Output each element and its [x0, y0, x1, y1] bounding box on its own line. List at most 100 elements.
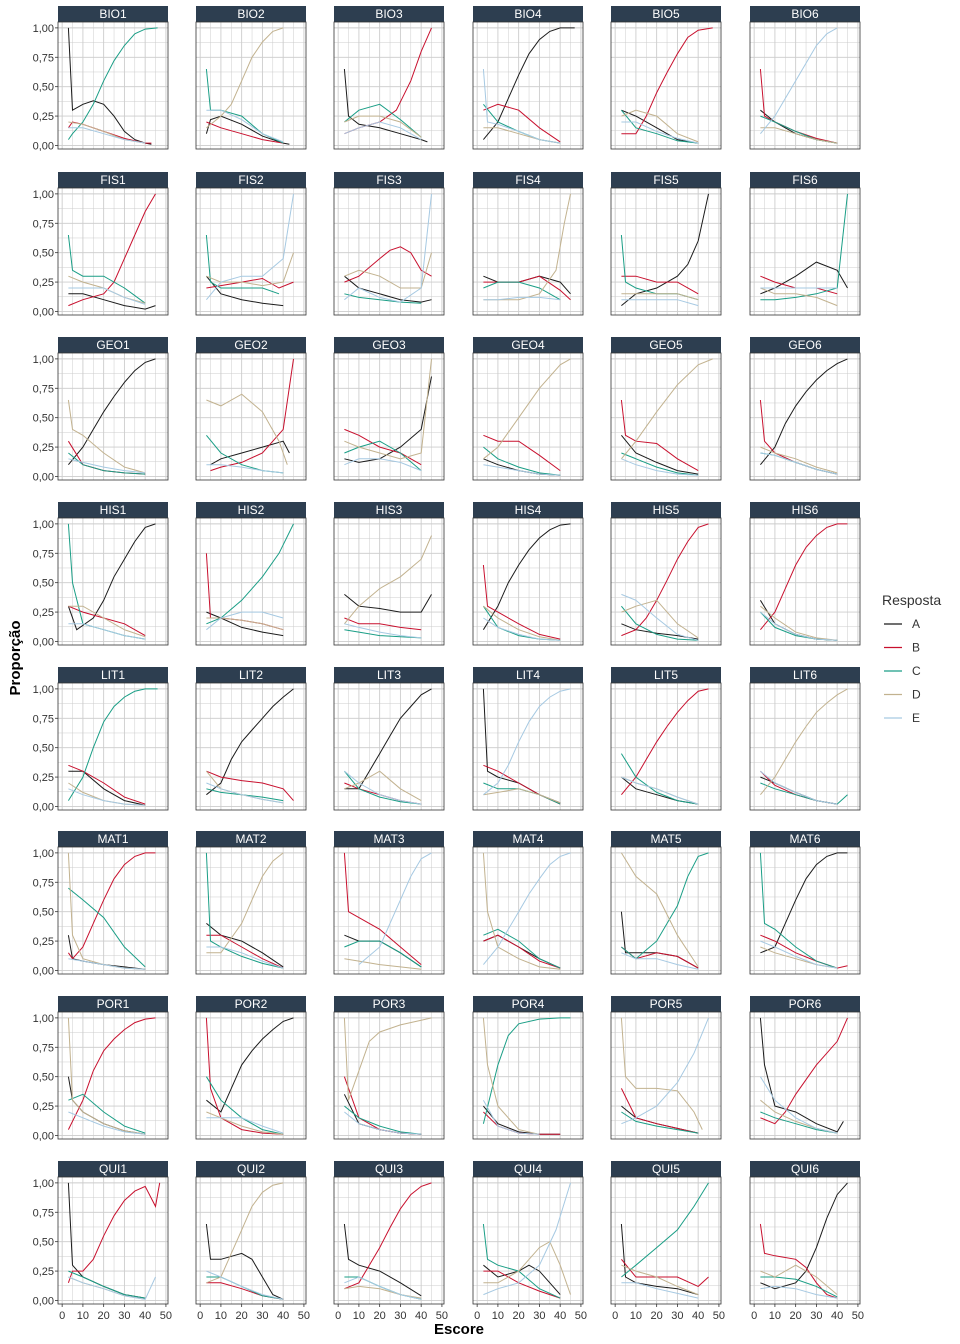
series-line-c: [621, 1111, 699, 1134]
panel-border: [333, 1176, 445, 1305]
y-tick-label: 0,50: [33, 248, 54, 260]
series-line-e: [68, 1276, 156, 1300]
series-line-e: [68, 458, 146, 474]
strip-label: GEO6: [788, 338, 822, 352]
panel-his1: HIS1 0,00 0,25 0,50 0,75 1,00: [33, 502, 169, 648]
panel-background: [58, 847, 168, 974]
series-line-e: [621, 458, 699, 476]
x-tick-label: 50: [575, 1310, 587, 1322]
series-line-d: [206, 617, 284, 631]
series-line-e: [206, 1270, 284, 1300]
panel-background: [611, 353, 721, 480]
strip: [58, 172, 168, 188]
panel-background: [473, 847, 583, 974]
panel-geo3: GEO3: [333, 337, 445, 481]
y-tick-label: 0,25: [33, 1266, 54, 1278]
panel-border: [57, 846, 169, 975]
y-tick-label: 0,50: [33, 1072, 54, 1084]
series-line-c: [67, 688, 158, 801]
panel-background: [334, 518, 444, 645]
series-line-d: [620, 852, 699, 968]
series-line-a: [68, 358, 156, 466]
strip-label: BIO4: [514, 7, 542, 21]
strip-label: QUI5: [652, 1162, 680, 1176]
panel-background: [334, 353, 444, 480]
x-tick-label: 50: [436, 1310, 448, 1322]
panel-qui6: QUI6 0 10 20 30 40 50: [749, 1161, 864, 1322]
series-line-b: [483, 275, 571, 301]
panel-border: [333, 846, 445, 975]
series-line-e: [621, 1017, 709, 1125]
strip-label: HIS2: [238, 503, 265, 517]
panel-mat3: MAT3: [333, 831, 445, 975]
panel-background: [750, 518, 860, 645]
strip-label: POR4: [512, 997, 545, 1011]
panel-background: [611, 1012, 721, 1139]
y-tick-label: 1,00: [33, 23, 54, 35]
series-line-e: [760, 452, 838, 475]
x-tick-label: 50: [160, 1310, 172, 1322]
series-line-d: [760, 605, 838, 641]
panel-border: [749, 1011, 861, 1140]
panel-mat5: MAT5: [610, 831, 722, 975]
x-tick-label: 0: [335, 1310, 341, 1322]
series-line-e: [358, 852, 432, 965]
strip: [196, 6, 306, 22]
panel-background: [58, 353, 168, 480]
panel-background: [750, 22, 860, 149]
series-line-d: [482, 1017, 540, 1135]
panel-border: [749, 517, 861, 646]
panel-border: [610, 1011, 722, 1140]
series-line-c: [760, 1111, 838, 1134]
y-tick-label: 1,00: [33, 848, 54, 860]
y-tick-label: 0,25: [33, 111, 54, 123]
series-line-a: [205, 1223, 284, 1300]
y-tick-label: 0,00: [33, 140, 54, 152]
panel-border: [610, 1176, 722, 1305]
y-tick-label: 0,75: [33, 548, 54, 560]
series-line-c: [482, 1017, 571, 1124]
x-tick-label: 10: [77, 1310, 89, 1322]
panel-border: [472, 1176, 584, 1305]
y-tick-label: 1,00: [33, 519, 54, 531]
panel-background: [196, 22, 306, 149]
panel-background: [58, 188, 168, 315]
panel-border: [333, 187, 445, 316]
series-line-c: [344, 293, 422, 304]
panel-background: [58, 1177, 168, 1304]
panel-background: [611, 683, 721, 810]
panel-background: [58, 1012, 168, 1139]
panel-border: [57, 517, 169, 646]
panel-por6: POR6: [749, 996, 861, 1140]
series-line-c: [206, 523, 294, 625]
series-line-c: [68, 887, 146, 968]
x-tick-label: 0: [197, 1310, 203, 1322]
legend-label-c: C: [912, 664, 921, 678]
y-tick-label: 1,00: [33, 1178, 54, 1190]
panel-background: [334, 683, 444, 810]
panel-bio6: BIO6: [749, 6, 861, 150]
y-tick-label: 0,00: [33, 636, 54, 648]
panel-background: [334, 22, 444, 149]
strip-label: QUI4: [514, 1162, 542, 1176]
series-line-d: [206, 852, 284, 954]
x-tick-label: 20: [236, 1310, 248, 1322]
strip: [473, 1161, 583, 1177]
panel-bio4: BIO4: [472, 6, 584, 150]
y-tick-label: 1,00: [33, 354, 54, 366]
panel-background: [473, 353, 583, 480]
panel-fis1: FIS1 0,00 0,25 0,50 0,75 1,00: [33, 172, 169, 318]
series-line-d: [67, 1017, 146, 1135]
strip-label: FIS1: [100, 173, 126, 187]
strip-label: GEO2: [234, 338, 268, 352]
strip-label: POR2: [235, 997, 268, 1011]
panel-border: [57, 21, 169, 150]
y-tick-label: 0,75: [33, 877, 54, 889]
panel-border: [333, 1011, 445, 1140]
panel-border: [472, 21, 584, 150]
strip: [334, 1161, 444, 1177]
x-tick-label: 40: [277, 1310, 289, 1322]
x-tick-label: 40: [415, 1310, 427, 1322]
x-tick-label: 20: [790, 1310, 802, 1322]
